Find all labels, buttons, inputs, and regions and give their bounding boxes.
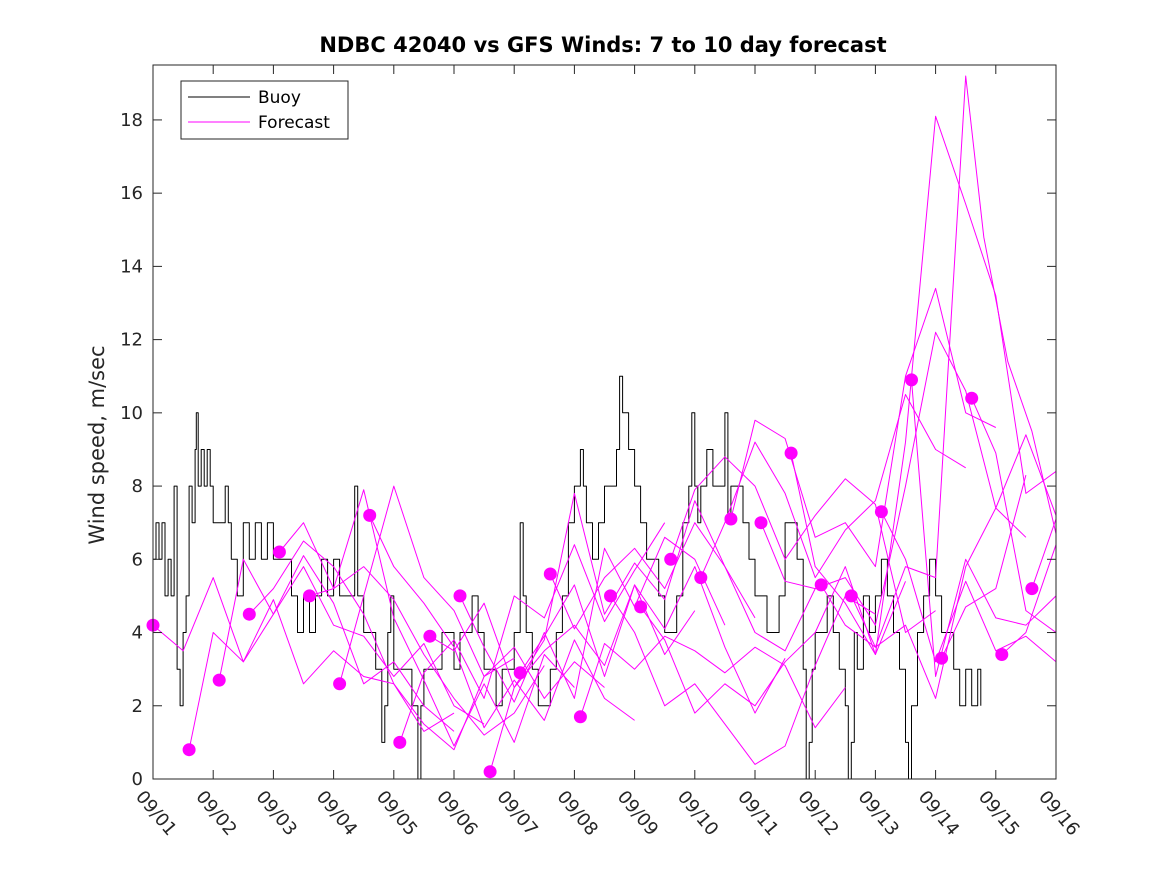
y-tick-label-9: 18 [120, 110, 143, 131]
forecast-line-4 [248, 540, 515, 751]
forecast-start-dot-25 [874, 505, 888, 519]
forecast-start-dot-14 [543, 567, 557, 581]
forecast-start-dot-20 [724, 512, 738, 526]
forecast-line-14 [549, 522, 816, 652]
forecast-start-dot-30 [1025, 582, 1039, 596]
y-tick-label-7: 14 [120, 256, 143, 277]
forecast-start-dot-8 [363, 508, 377, 522]
forecast-line-6 [309, 489, 575, 747]
forecast-start-dot-24 [844, 589, 858, 603]
forecast-start-dot-6 [303, 589, 316, 603]
forecast-series [153, 75, 1056, 772]
plot-area [153, 65, 1056, 779]
legend: Buoy Forecast [180, 80, 349, 140]
forecast-line-28 [971, 397, 1056, 633]
forecast-start-dot-12 [483, 765, 497, 779]
forecast-start-dot-21 [754, 516, 768, 530]
y-tick-label-3: 6 [132, 549, 143, 570]
y-tick-label-5: 10 [120, 403, 143, 424]
buoy-line [153, 375, 982, 779]
forecast-line-25 [880, 511, 1056, 663]
forecast-line-23 [820, 75, 1056, 648]
forecast-line-3 [218, 558, 485, 725]
forecast-start-dot-5 [272, 545, 286, 559]
y-tick-label-4: 8 [132, 476, 143, 497]
forecast-line-22 [790, 115, 1056, 655]
forecast-start-markers [146, 373, 1039, 779]
chart-title: NDBC 42040 vs GFS Winds: 7 to 10 day for… [319, 33, 886, 57]
forecast-start-dot-11 [453, 589, 467, 603]
forecast-start-dot-3 [212, 673, 226, 687]
forecast-start-dot-18 [664, 552, 678, 566]
forecast-start-dot-29 [995, 648, 1009, 661]
forecast-line-26 [911, 379, 1056, 677]
forecast-start-dot-17 [634, 600, 648, 614]
forecast-start-dot-22 [784, 446, 798, 460]
forecast-start-dot-4 [242, 607, 256, 621]
legend-label-buoy: Buoy [258, 88, 301, 108]
forecast-start-dot-15 [573, 710, 587, 724]
y-tick-label-2: 4 [132, 623, 143, 644]
forecast-line-12 [489, 492, 756, 772]
forecast-start-dot-28 [965, 391, 979, 405]
forecast-line-29 [1001, 544, 1056, 655]
forecast-line-24 [850, 434, 1056, 699]
forecast-start-dot-2 [182, 743, 196, 757]
y-tick-label-8: 16 [120, 183, 143, 204]
y-tick-label-6: 12 [120, 330, 143, 351]
forecast-start-dot-23 [814, 578, 828, 592]
y-axis-ticks: 0 2 4 6 8 10 12 14 16 18 [120, 110, 1056, 790]
forecast-start-dot-26 [905, 373, 918, 387]
forecast-start-dot-13 [513, 666, 527, 680]
forecast-line-8 [369, 515, 635, 729]
buoy-series [153, 375, 982, 779]
forecast-line-5 [279, 522, 545, 736]
forecast-start-dot-10 [423, 629, 437, 643]
legend-label-forecast: Forecast [258, 113, 330, 133]
forecast-start-dot-16 [604, 589, 617, 603]
plot-frame [152, 64, 1057, 780]
forecast-line-9 [399, 522, 666, 743]
y-tick-label-0: 0 [132, 769, 143, 790]
forecast-start-dot-7 [333, 677, 347, 691]
forecast-line-16 [610, 595, 876, 765]
forecast-line-1 [153, 555, 455, 732]
forecast-line-30 [1031, 518, 1056, 589]
forecast-line-15 [579, 635, 846, 729]
forecast-start-dot-19 [694, 571, 708, 585]
forecast-line-20 [730, 287, 997, 568]
y-tick-label-1: 2 [132, 696, 143, 717]
forecast-line-13 [519, 566, 786, 714]
forecast-line-2 [188, 599, 455, 750]
forecast-line-18 [670, 456, 936, 633]
forecast-start-dot-9 [393, 735, 407, 749]
legend-box [180, 80, 349, 140]
forecast-line-11 [459, 536, 726, 703]
y-axis-label: Wind speed, m/sec [85, 345, 109, 544]
forecast-line-21 [760, 331, 1027, 626]
forecast-line-17 [640, 566, 906, 714]
forecast-start-dot-27 [935, 651, 949, 665]
